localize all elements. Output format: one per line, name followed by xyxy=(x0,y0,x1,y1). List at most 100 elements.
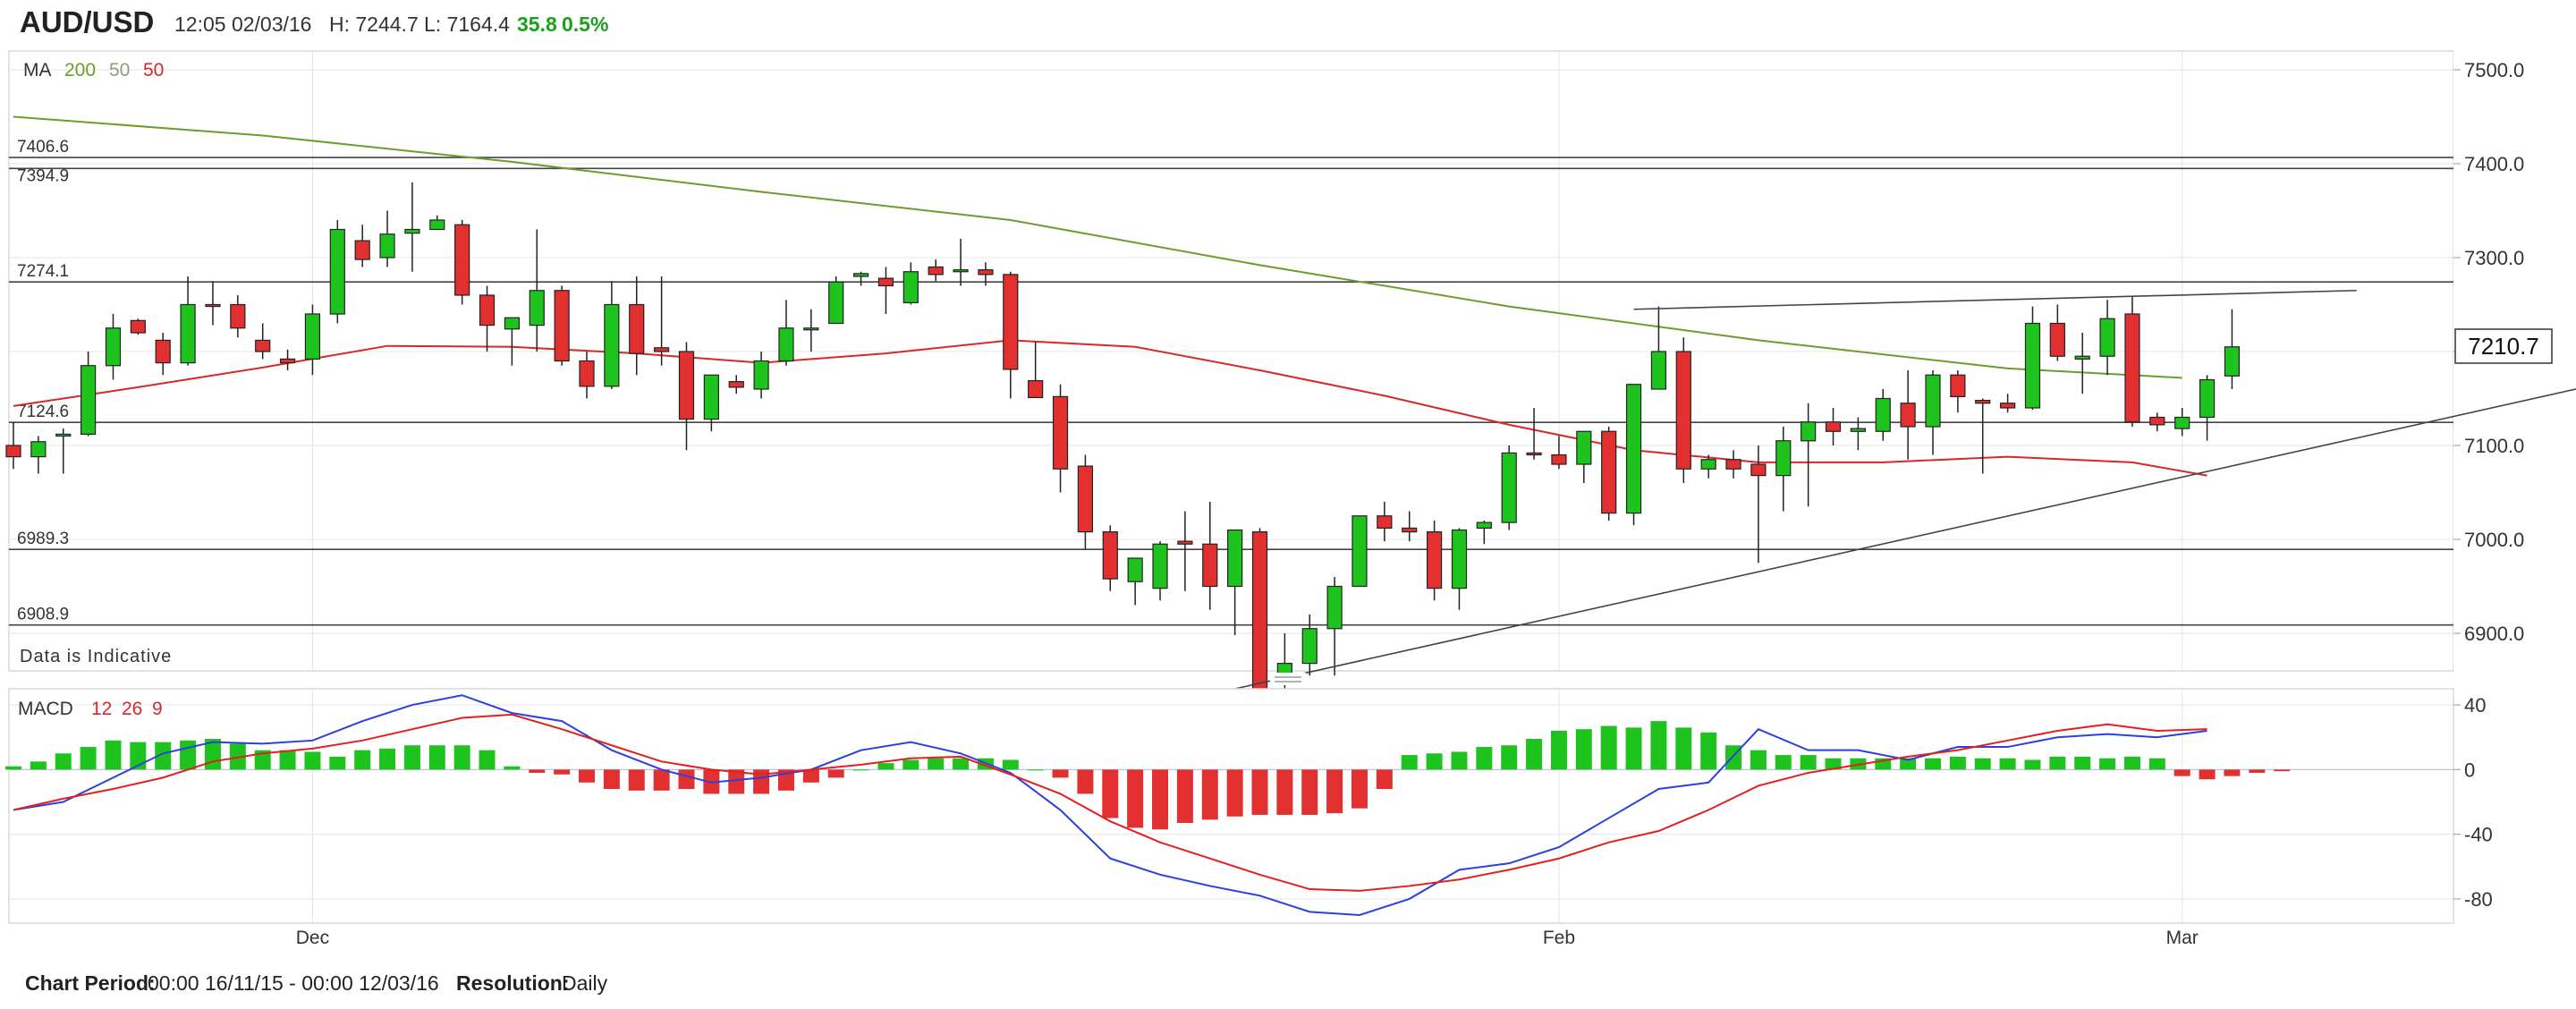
ma200-line xyxy=(13,115,2182,379)
candle-body-up xyxy=(1152,543,1168,589)
candle-body-up xyxy=(778,327,794,362)
macd-bar-negative xyxy=(1351,769,1368,809)
macd-bar-positive xyxy=(1600,725,1617,770)
macd-bar-positive xyxy=(329,756,346,770)
candle xyxy=(1750,445,1767,564)
candle-body-up xyxy=(1501,452,1517,523)
ma-legend-50a: 50 xyxy=(109,60,130,81)
candle-body-down xyxy=(479,294,496,326)
candle xyxy=(629,276,645,376)
candle-body-up xyxy=(1476,521,1492,529)
candle xyxy=(1850,417,1866,451)
macd-bar-negative xyxy=(802,769,819,783)
candle-body-up xyxy=(2074,355,2090,360)
candle-body-up xyxy=(80,365,97,436)
candle xyxy=(1551,436,1567,470)
candle xyxy=(1377,502,1393,542)
candle xyxy=(1700,454,1716,479)
trend-line xyxy=(1209,388,2576,696)
macd-bar-positive xyxy=(304,751,321,770)
ma-legend-50b: 50 xyxy=(143,60,164,81)
macd-bar-positive xyxy=(928,758,945,770)
macd-bar-positive xyxy=(2074,756,2091,770)
price-grid xyxy=(9,51,2453,671)
resize-grip-bg[interactable] xyxy=(1270,673,1306,685)
candle-body-down xyxy=(1750,463,1767,477)
candle-body-down xyxy=(1725,459,1741,470)
macd-bar-positive xyxy=(1924,758,1941,770)
candle xyxy=(1526,408,1542,460)
candle-body-down xyxy=(1202,543,1218,588)
price-tick-label: 7100.0 xyxy=(2464,435,2524,457)
candle-body-up xyxy=(1451,529,1468,589)
candle xyxy=(1625,384,1642,526)
candle-body-down xyxy=(2149,416,2165,426)
macd-bar-positive xyxy=(403,745,420,770)
macd-bar-positive xyxy=(1575,729,1592,770)
candle-body-down xyxy=(1526,452,1542,456)
macd-bar-positive xyxy=(1027,769,1044,771)
candle-body-up xyxy=(1625,384,1642,514)
candle-body-up xyxy=(529,290,545,326)
macd-bar-positive xyxy=(279,750,296,770)
candle xyxy=(1402,511,1418,542)
candle-body-down xyxy=(579,360,595,387)
candle-body-down xyxy=(629,303,645,354)
candle xyxy=(852,271,869,286)
candle-body-up xyxy=(1925,374,1941,428)
candle-body-down xyxy=(1675,351,1691,470)
candle-body-down xyxy=(1900,403,1916,428)
macd-bar-negative xyxy=(1276,769,1293,815)
macd-bar-positive xyxy=(354,750,371,770)
candle-body-down xyxy=(1003,274,1019,370)
candle xyxy=(279,349,296,370)
candle xyxy=(1801,403,1817,507)
candle-body-up xyxy=(2174,416,2190,429)
resolution-label: Resolution: xyxy=(456,971,570,995)
macd-bar-positive xyxy=(877,763,894,770)
candle xyxy=(877,267,894,314)
macd-bar-positive xyxy=(1426,753,1443,770)
ma-legend-200: 200 xyxy=(64,60,96,81)
candle-body-up xyxy=(1775,440,1792,477)
macd-bar-negative xyxy=(628,769,645,791)
macd-bar-positive xyxy=(1650,721,1667,770)
candle xyxy=(329,220,345,324)
macd-legend-label: MACD xyxy=(18,699,73,719)
quote-high: H: 7244.7 xyxy=(329,13,419,36)
ma-legend-label: MA xyxy=(23,60,52,81)
current-price-box xyxy=(2454,328,2553,364)
candle-body-down xyxy=(255,339,271,352)
candle-body-down xyxy=(454,224,470,296)
price-panel: 7406.6 7394.9 7274.1 7124.6 6989.3 6908.9 690… xyxy=(5,50,2576,727)
candle-body-down xyxy=(1052,395,1069,470)
level-label: 6989.3 xyxy=(17,530,69,548)
candle-body-down xyxy=(1251,530,1268,700)
macd-bar-negative xyxy=(529,769,546,773)
candle-body-up xyxy=(1801,421,1817,442)
macd-panel: 40 0 -40 -80 MACD 12 26 9 xyxy=(5,688,2493,924)
macd-bar-positive xyxy=(379,748,396,770)
candle-body-down xyxy=(5,445,21,458)
candlesticks xyxy=(5,182,2241,727)
candle xyxy=(1326,577,1343,676)
macd-bar-positive xyxy=(2024,759,2041,770)
candle xyxy=(1725,450,1741,479)
quote-time: 12:05 02/03/16 xyxy=(174,13,311,36)
candle-body-up xyxy=(1650,351,1667,390)
panel-resize-handle[interactable] xyxy=(1270,673,1306,685)
macd-bar-positive xyxy=(5,766,21,770)
candle xyxy=(953,239,969,286)
candle xyxy=(1875,389,1891,441)
candle-body-up xyxy=(30,441,47,458)
candle xyxy=(5,421,21,470)
candle xyxy=(529,229,545,352)
ma50-line xyxy=(13,339,2207,477)
time-axis: Dec Feb Mar xyxy=(296,928,2199,948)
candle-body-down xyxy=(2124,313,2140,423)
candle xyxy=(1501,445,1517,530)
candle-body-up xyxy=(404,228,420,234)
candle xyxy=(1028,342,1044,399)
macd-bar-positive xyxy=(1800,755,1817,770)
candle-body-down xyxy=(205,303,221,308)
